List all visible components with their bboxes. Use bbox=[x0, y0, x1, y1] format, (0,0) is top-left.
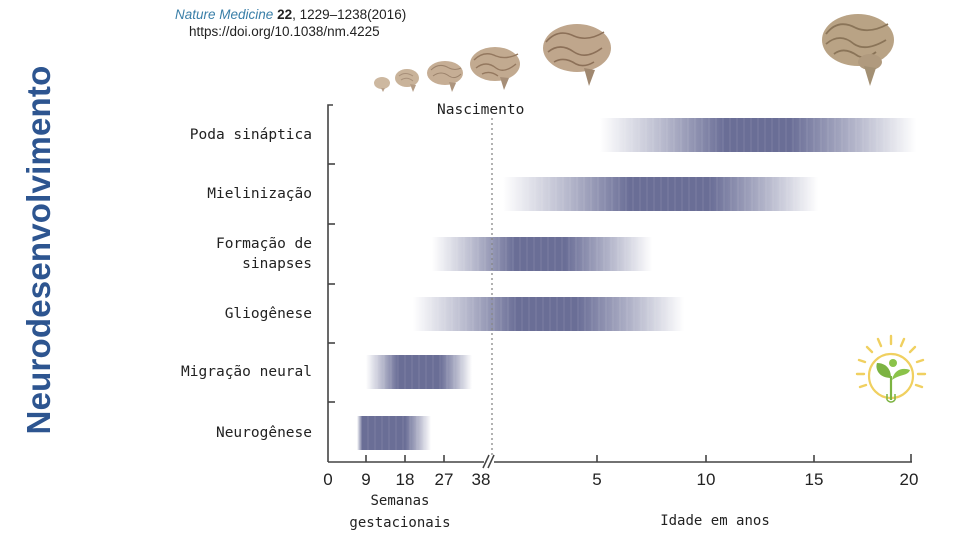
timeline-bar bbox=[357, 416, 431, 450]
row-label: Neurogênese bbox=[215, 425, 312, 441]
journal-pages: , 1229–1238(2016) bbox=[292, 7, 407, 22]
axis-break-icon bbox=[482, 454, 495, 469]
x-tick-label: 5 bbox=[592, 470, 602, 489]
bars-layer bbox=[357, 118, 916, 450]
row-label: Poda sináptica bbox=[189, 127, 312, 143]
years-axis-caption: Idade em anos bbox=[660, 513, 770, 529]
x-tick-label: 9 bbox=[361, 470, 371, 489]
x-tick-label: 15 bbox=[804, 470, 824, 489]
y-axis bbox=[327, 104, 335, 462]
brain-stage-3-icon bbox=[427, 61, 463, 92]
row-label: Mielinização bbox=[207, 186, 312, 202]
x-tick-label: 20 bbox=[899, 470, 919, 489]
x-tick-label: 18 bbox=[395, 470, 415, 489]
brain-stage-2-icon bbox=[395, 69, 419, 92]
birth-label: Nascimento bbox=[437, 102, 525, 118]
brain-adult-icon bbox=[822, 14, 894, 86]
weeks-axis-caption: Semanas gestacionais bbox=[345, 490, 455, 534]
row-label: Migração neural bbox=[181, 364, 312, 380]
timeline-bar bbox=[413, 297, 684, 331]
x-tick-label: 10 bbox=[696, 470, 716, 489]
journal-volume: 22 bbox=[277, 7, 293, 22]
row-label: Gliogênese bbox=[224, 306, 312, 322]
timeline-bar bbox=[432, 237, 652, 271]
x-tick-label: 27 bbox=[434, 470, 454, 489]
doi-link[interactable]: https://doi.org/10.1038/nm.4225 bbox=[189, 24, 380, 39]
x-axis bbox=[328, 454, 912, 463]
weeks-caption-line-2: gestacionais bbox=[349, 515, 451, 531]
brain-stage-5-icon bbox=[543, 24, 611, 86]
timeline-bar bbox=[366, 355, 472, 389]
brain-stage-4-icon bbox=[470, 47, 520, 90]
sun-plant-fork-logo-icon bbox=[855, 334, 927, 403]
row-label: Formação de sinapses bbox=[215, 236, 312, 272]
x-tick-label: 38 bbox=[471, 470, 491, 489]
weeks-caption-line-1: Semanas bbox=[370, 493, 430, 509]
x-tick-label: 0 bbox=[323, 470, 333, 489]
journal-name: Nature Medicine bbox=[175, 7, 274, 22]
brain-stage-1-icon bbox=[374, 77, 390, 92]
timeline-bar bbox=[503, 177, 818, 211]
citation: Nature Medicine 22, 1229–1238(2016) http… bbox=[175, 6, 406, 40]
timeline-bar bbox=[600, 118, 916, 152]
